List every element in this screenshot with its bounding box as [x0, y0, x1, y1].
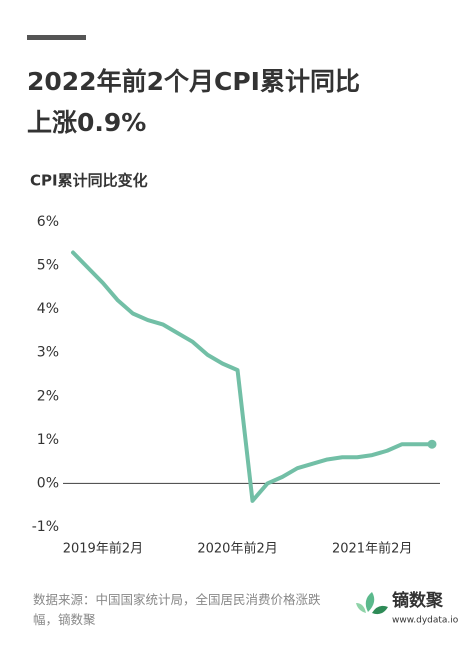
brand-logo — [356, 592, 388, 615]
y-tick-label: 3% — [37, 345, 59, 361]
y-tick-label: 5% — [37, 258, 59, 274]
y-tick-label: 6% — [37, 214, 59, 230]
brand-url: www.dydata.io — [392, 616, 459, 626]
y-tick-label: 0% — [37, 475, 59, 491]
line-series — [71, 250, 434, 503]
chart-title: 2022年前2个月CPI累计同比 — [27, 67, 360, 96]
y-tick-label: 2% — [37, 388, 59, 404]
brand-name: 镝数聚 — [392, 590, 444, 611]
y-tick-label: 4% — [37, 301, 59, 317]
end-point — [427, 439, 437, 449]
top-bar — [27, 35, 86, 40]
source-note: 数据来源：中国国家统计局，全国居民消费价格涨跌幅，镝数聚 — [33, 592, 321, 627]
y-tick-label: 1% — [37, 432, 59, 448]
x-tick-label: 2019年前2月 — [63, 541, 143, 557]
chart-title: 上涨0.9% — [27, 108, 146, 137]
x-tick-label: 2021年前2月 — [332, 541, 412, 557]
y-axis-label: CPI累计同比变化 — [30, 172, 148, 190]
y-tick-label: -1% — [32, 519, 59, 535]
x-tick-label: 2020年前2月 — [197, 541, 277, 557]
